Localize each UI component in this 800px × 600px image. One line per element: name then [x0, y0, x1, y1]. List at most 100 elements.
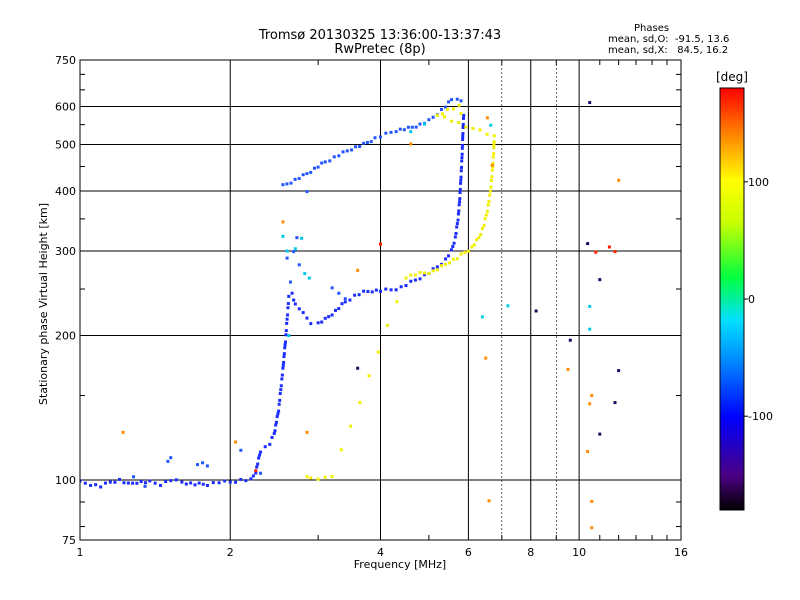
data-point [458, 200, 462, 204]
data-point [316, 477, 320, 481]
chart-subtitle: RwPretec (8p) [334, 42, 426, 57]
chart-title: Tromsø 20130325 13:36:00-13:37:43 [258, 28, 502, 43]
data-point [303, 272, 307, 276]
data-point [356, 366, 360, 370]
data-point [484, 213, 488, 217]
data-point [201, 482, 205, 486]
data-point [249, 477, 253, 481]
data-point [489, 178, 493, 182]
data-point [289, 181, 293, 185]
data-point [285, 321, 289, 325]
data-point [305, 190, 309, 194]
colorbar-tick-label: -100 [748, 410, 773, 423]
data-point [459, 175, 463, 179]
data-point [566, 367, 570, 371]
y-tick-label: 75 [62, 534, 76, 547]
data-point [356, 268, 360, 272]
data-point [489, 185, 493, 189]
data-point [288, 280, 292, 284]
data-point [457, 209, 461, 213]
data-point [341, 150, 345, 154]
data-point [483, 217, 487, 221]
x-tick-label: 8 [527, 546, 534, 559]
data-point [413, 273, 417, 277]
data-point [362, 141, 366, 145]
data-point [143, 484, 147, 488]
data-point [270, 435, 274, 439]
data-point [297, 307, 301, 311]
data-point [588, 327, 592, 331]
data-point [276, 412, 280, 416]
data-point [285, 256, 289, 260]
data-point [118, 477, 122, 481]
data-point [492, 134, 496, 138]
data-point [323, 160, 327, 164]
data-point [492, 143, 496, 147]
data-point [273, 429, 277, 433]
data-point [431, 115, 435, 119]
data-point [409, 279, 413, 283]
data-point [617, 369, 621, 373]
data-point [366, 290, 370, 294]
data-point [293, 247, 297, 251]
data-point [613, 401, 617, 405]
data-point [451, 107, 455, 111]
data-point [427, 271, 431, 275]
data-point [286, 306, 290, 310]
data-point [350, 148, 354, 152]
data-point [94, 483, 98, 487]
data-point [370, 290, 374, 294]
data-point [282, 360, 286, 364]
data-point [394, 288, 398, 292]
y-tick-label: 100 [55, 474, 76, 487]
data-point [239, 448, 243, 452]
data-point [395, 300, 399, 304]
data-points [80, 97, 621, 530]
data-point [486, 203, 490, 207]
data-point [274, 423, 278, 427]
data-point [409, 273, 413, 277]
data-point [290, 291, 294, 295]
data-point [239, 477, 243, 481]
data-point [365, 140, 369, 144]
data-point [333, 308, 337, 312]
data-point [598, 278, 602, 282]
data-point [328, 159, 332, 163]
data-point [228, 480, 232, 484]
data-point [398, 127, 402, 131]
data-point [244, 479, 248, 483]
data-point [169, 456, 173, 460]
data-point [258, 453, 262, 457]
data-point [89, 483, 93, 487]
data-point [281, 183, 285, 187]
data-point [293, 302, 297, 306]
data-point [256, 462, 260, 466]
data-point [471, 126, 475, 130]
data-point [492, 152, 496, 156]
data-point [409, 142, 413, 146]
data-point [274, 420, 278, 424]
data-point [99, 485, 103, 489]
data-point [292, 298, 296, 302]
data-point [305, 430, 309, 434]
data-point [297, 263, 301, 267]
data-point [287, 334, 291, 338]
data-point [251, 474, 255, 478]
data-point [450, 119, 454, 123]
data-point [286, 302, 290, 306]
data-point [435, 268, 439, 272]
data-point [337, 154, 341, 158]
data-point [376, 350, 380, 354]
data-point [454, 231, 458, 235]
y-tick-label: 400 [55, 185, 76, 198]
data-point [455, 97, 459, 101]
data-point [459, 181, 463, 185]
data-point [312, 166, 316, 170]
data-point [590, 499, 594, 503]
data-point [283, 340, 287, 344]
data-point [357, 293, 361, 297]
data-point [345, 149, 349, 153]
data-point [588, 304, 592, 308]
data-point [164, 480, 168, 484]
data-point [466, 249, 470, 253]
